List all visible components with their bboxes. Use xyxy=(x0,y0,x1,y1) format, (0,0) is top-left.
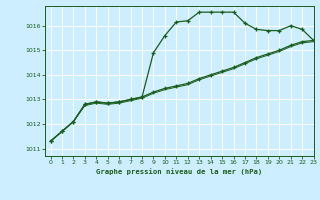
X-axis label: Graphe pression niveau de la mer (hPa): Graphe pression niveau de la mer (hPa) xyxy=(96,168,262,175)
